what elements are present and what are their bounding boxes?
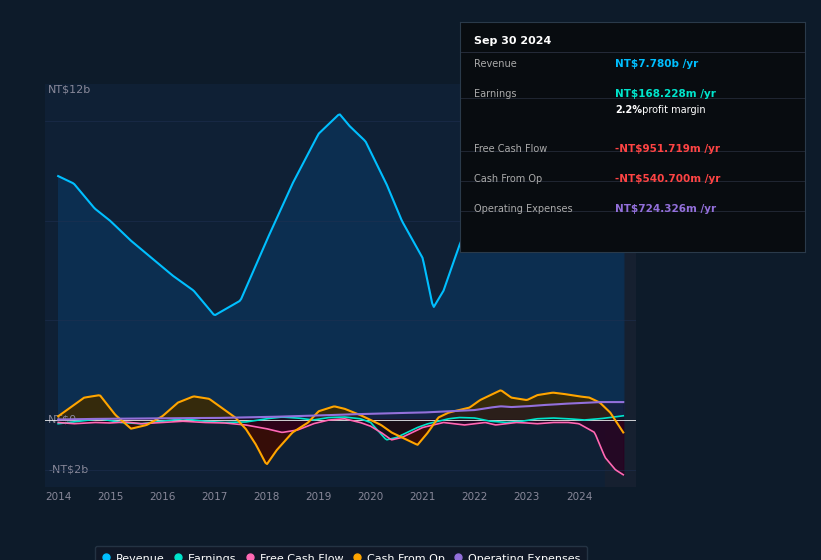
- Text: Cash From Op: Cash From Op: [474, 174, 542, 184]
- Text: Earnings: Earnings: [474, 89, 516, 99]
- Text: -NT$2b: -NT$2b: [48, 465, 89, 475]
- Text: NT$168.228m /yr: NT$168.228m /yr: [615, 89, 716, 99]
- Text: Revenue: Revenue: [474, 59, 516, 69]
- Text: -NT$540.700m /yr: -NT$540.700m /yr: [615, 174, 720, 184]
- Text: profit margin: profit margin: [639, 105, 706, 115]
- Text: NT$12b: NT$12b: [48, 84, 91, 94]
- Text: 2.2%: 2.2%: [615, 105, 642, 115]
- Text: NT$0: NT$0: [48, 415, 77, 425]
- Text: -NT$951.719m /yr: -NT$951.719m /yr: [615, 144, 720, 154]
- Text: Free Cash Flow: Free Cash Flow: [474, 144, 547, 154]
- Legend: Revenue, Earnings, Free Cash Flow, Cash From Op, Operating Expenses: Revenue, Earnings, Free Cash Flow, Cash …: [94, 546, 587, 560]
- Text: Sep 30 2024: Sep 30 2024: [474, 36, 551, 46]
- Bar: [605, 84, 636, 487]
- Text: Operating Expenses: Operating Expenses: [474, 204, 572, 214]
- Text: NT$724.326m /yr: NT$724.326m /yr: [615, 204, 716, 214]
- Text: NT$7.780b /yr: NT$7.780b /yr: [615, 59, 698, 69]
